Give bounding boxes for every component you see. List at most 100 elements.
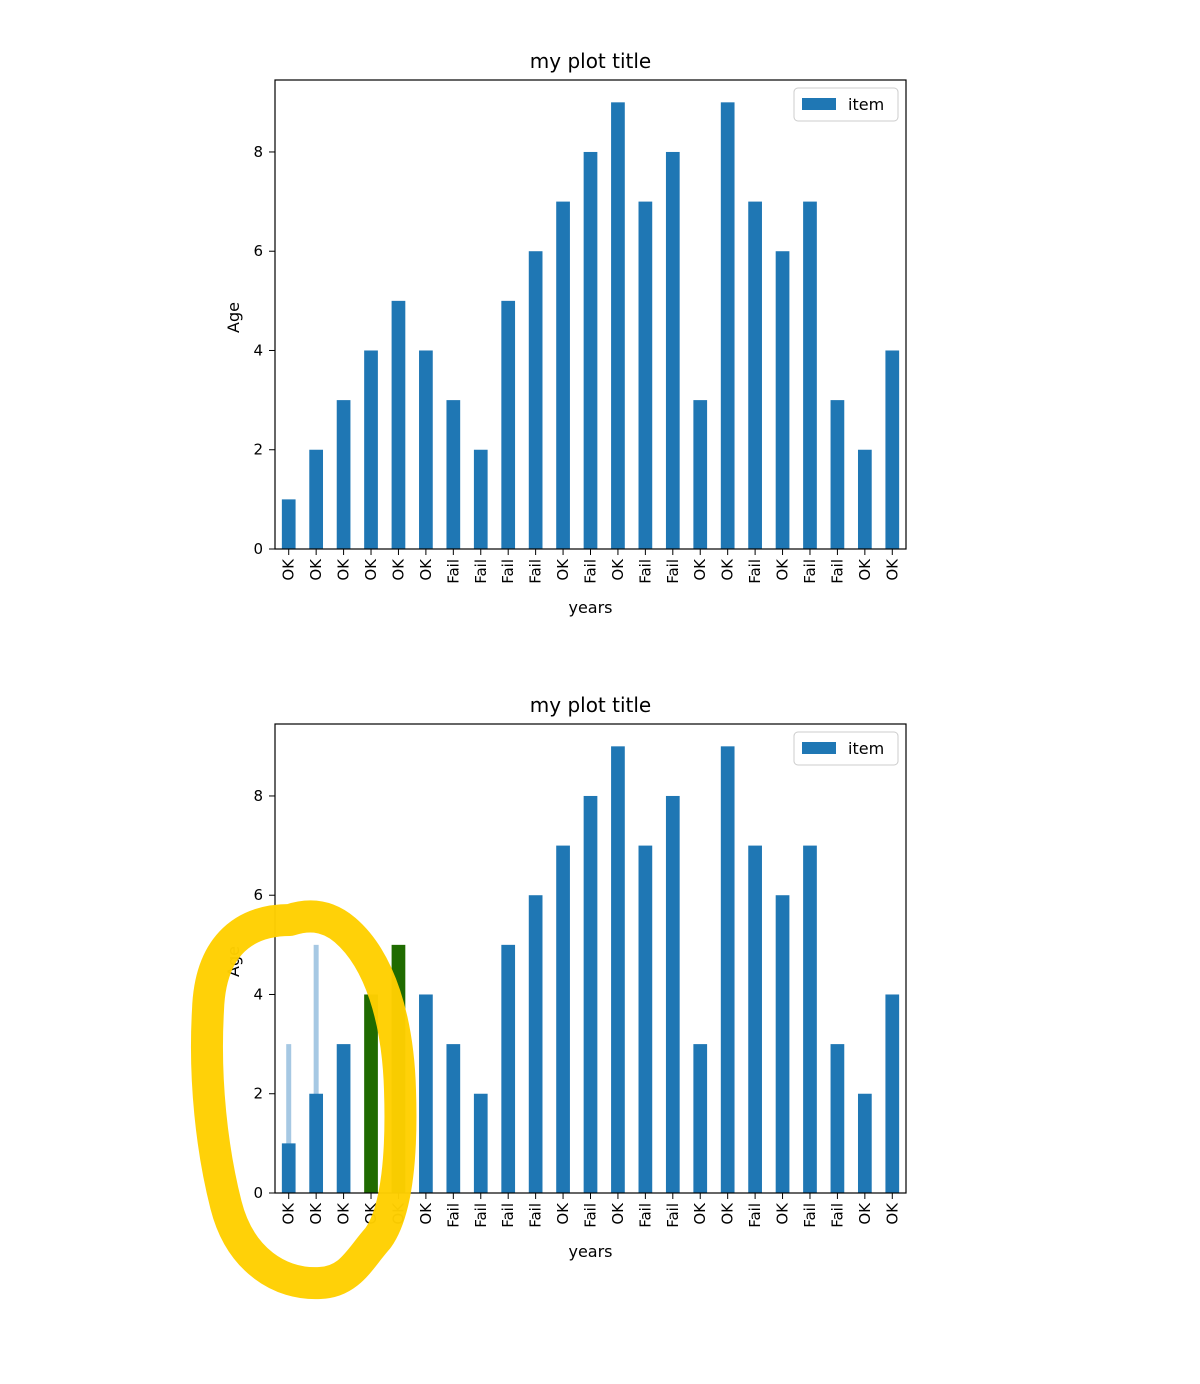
x-tick-label: Fail: [527, 1203, 545, 1228]
x-tick-label: Fail: [801, 559, 819, 584]
x-tick-label: OK: [554, 558, 572, 581]
bar: [857, 449, 872, 549]
x-tick-label: OK: [856, 558, 874, 581]
x-tick-label: OK: [883, 1202, 901, 1225]
bar: [473, 1093, 488, 1193]
chart-1: my plot title 0 2 4 6 8 OK OK OK OK OK OK Fail Fail Fa…: [224, 49, 907, 617]
x-tick-label: OK: [774, 1202, 792, 1225]
x-axis-label: years: [568, 1242, 612, 1261]
ghost-bar: [286, 1044, 292, 1193]
x-tick-label: Fail: [582, 1203, 600, 1228]
chart-title: my plot title: [530, 49, 651, 73]
ghost-bar: [313, 944, 319, 1193]
bar: [336, 400, 351, 549]
x-tick-label: OK: [389, 558, 407, 581]
chart-title: my plot title: [530, 693, 651, 717]
x-tick-label: OK: [362, 558, 380, 581]
bar: [720, 102, 735, 549]
y-tick-label: 2: [253, 441, 263, 459]
bar: [803, 201, 817, 549]
x-tick-label: Fail: [828, 559, 846, 584]
legend-label: item: [848, 739, 884, 758]
y-tick-label: 4: [253, 341, 263, 359]
x-tick-label: OK: [307, 558, 325, 581]
x-tick-label: Fail: [527, 559, 545, 584]
x-tick-label: OK: [774, 558, 792, 581]
x-tick-label: OK: [609, 1202, 627, 1225]
bar: [638, 845, 653, 1193]
x-tick-label: Fail: [801, 1203, 819, 1228]
bar: [857, 1093, 872, 1193]
x-tick-label: Fail: [444, 1203, 462, 1228]
legend-swatch: [802, 98, 836, 110]
x-tick-label: OK: [335, 1202, 353, 1225]
bar: [528, 251, 543, 549]
x-tick-label: Fail: [636, 1203, 654, 1228]
y-tick-label: 6: [253, 242, 263, 260]
bar: [693, 1044, 708, 1193]
bar: [775, 251, 790, 549]
x-axis-label: years: [568, 598, 612, 617]
y-tick-label: 2: [253, 1085, 263, 1103]
legend-box: [793, 87, 899, 122]
y-tick-label: 0: [253, 1184, 263, 1202]
bar: [309, 449, 324, 549]
x-tick-label: OK: [883, 558, 901, 581]
bar: [830, 400, 845, 549]
x-tick-label: Fail: [444, 559, 462, 584]
x-tick-label: Fail: [472, 559, 490, 584]
bar: [775, 895, 790, 1193]
y-tick-label: 6: [253, 886, 263, 904]
bar: [748, 201, 762, 549]
x-tick-label: OK: [719, 558, 737, 581]
bar: [830, 1044, 845, 1193]
y-tick-label: 0: [253, 540, 263, 558]
legend-label: item: [848, 95, 884, 114]
x-tick-label: Fail: [499, 559, 517, 584]
legend: item: [793, 87, 899, 122]
x-tick-label: OK: [609, 558, 627, 581]
bar: [638, 201, 653, 549]
bar: [281, 1143, 296, 1193]
bar: [748, 845, 762, 1193]
bar: [611, 746, 625, 1193]
x-tick-label: OK: [719, 1202, 737, 1225]
legend: item: [793, 731, 899, 766]
bar: [364, 350, 378, 549]
bar: [556, 845, 570, 1193]
bar: [583, 151, 598, 550]
bar: [665, 151, 680, 550]
x-tick-label: OK: [417, 1202, 435, 1225]
x-tick-label: Fail: [746, 1203, 764, 1228]
bar: [419, 350, 433, 549]
legend-box: [793, 731, 899, 766]
y-tick-label: 8: [253, 787, 263, 805]
x-tick-label: Fail: [664, 1203, 682, 1228]
bar: [885, 994, 900, 1193]
bar: [446, 400, 461, 549]
y-tick-label: 8: [253, 143, 263, 161]
x-tick-label: OK: [691, 1202, 709, 1225]
bar: [556, 201, 570, 549]
x-tick-label: OK: [280, 1202, 298, 1225]
x-tick-label: Fail: [828, 1203, 846, 1228]
bar: [583, 795, 598, 1193]
x-tick-label: Fail: [664, 559, 682, 584]
x-tick-label: Fail: [582, 559, 600, 584]
x-tick-label: OK: [691, 558, 709, 581]
bar: [528, 895, 543, 1193]
x-tick-label: Fail: [636, 559, 654, 584]
x-tick-label: OK: [307, 1202, 325, 1225]
bar: [473, 449, 488, 549]
bar: [309, 1093, 324, 1193]
bar: [501, 944, 516, 1193]
chart-2: my plot title 0 2 4 6 8 OK OK OK OK OK OK Fail Fail Fa…: [224, 693, 907, 1261]
x-tick-label: Fail: [499, 1203, 517, 1228]
bar: [336, 1044, 351, 1193]
x-tick-label: OK: [417, 558, 435, 581]
bar: [281, 499, 296, 549]
x-tick-label: OK: [335, 558, 353, 581]
x-tick-label: OK: [554, 1202, 572, 1225]
bar: [446, 1044, 461, 1193]
